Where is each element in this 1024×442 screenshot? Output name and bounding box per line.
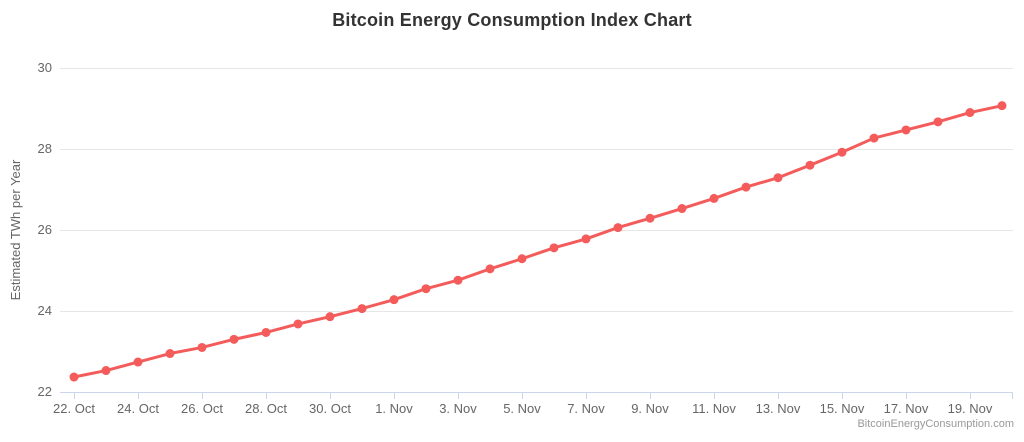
- data-point[interactable]: [453, 275, 463, 285]
- data-point[interactable]: [133, 357, 143, 367]
- data-point[interactable]: [197, 342, 207, 352]
- data-point[interactable]: [421, 284, 431, 294]
- chart-title: Bitcoin Energy Consumption Index Chart: [332, 10, 692, 30]
- x-axis-label: 15. Nov: [820, 401, 865, 416]
- x-axis-label: 11. Nov: [692, 401, 736, 416]
- data-point[interactable]: [549, 243, 559, 253]
- data-point[interactable]: [773, 173, 783, 183]
- data-point[interactable]: [965, 108, 975, 118]
- x-axis-label: 17. Nov: [884, 401, 929, 416]
- y-axis-title: Estimated TWh per Year: [8, 159, 23, 300]
- series-line: [72, 104, 1004, 379]
- x-axis-label: 5. Nov: [503, 401, 541, 416]
- data-point[interactable]: [261, 327, 271, 337]
- data-point[interactable]: [581, 234, 591, 244]
- data-point[interactable]: [517, 254, 527, 264]
- data-point[interactable]: [933, 117, 943, 127]
- data-point[interactable]: [741, 182, 751, 192]
- y-axis-label: 24: [38, 303, 52, 318]
- data-point[interactable]: [485, 264, 495, 274]
- data-point[interactable]: [997, 101, 1007, 111]
- y-axis-label: 28: [38, 141, 52, 156]
- data-point[interactable]: [837, 147, 847, 157]
- data-point[interactable]: [69, 372, 79, 382]
- y-axis-label: 22: [38, 384, 52, 399]
- data-point[interactable]: [293, 319, 303, 329]
- y-axis-label: 30: [38, 60, 52, 75]
- x-axis-label: 9. Nov: [631, 401, 669, 416]
- x-axis-label: 24. Oct: [117, 401, 159, 416]
- x-axis-label: 22. Oct: [53, 401, 95, 416]
- data-point[interactable]: [165, 349, 175, 359]
- x-axis-label: 28. Oct: [245, 401, 287, 416]
- y-axis-label: 26: [38, 222, 52, 237]
- x-axis-label: 19. Nov: [948, 401, 993, 416]
- data-point[interactable]: [229, 334, 239, 344]
- credits-link[interactable]: BitcoinEnergyConsumption.com: [857, 418, 1014, 430]
- data-point[interactable]: [645, 213, 655, 223]
- data-point[interactable]: [901, 125, 911, 135]
- data-point[interactable]: [325, 312, 335, 322]
- data-point[interactable]: [613, 223, 623, 233]
- data-point[interactable]: [101, 366, 111, 376]
- x-axis-label: 1. Nov: [375, 401, 413, 416]
- x-axis-label: 3. Nov: [439, 401, 477, 416]
- data-point[interactable]: [869, 133, 879, 143]
- x-axis-label: 13. Nov: [756, 401, 801, 416]
- data-point[interactable]: [677, 204, 687, 214]
- data-point[interactable]: [709, 193, 719, 203]
- data-point[interactable]: [389, 295, 399, 305]
- x-axis-label: 30. Oct: [309, 401, 351, 416]
- data-point[interactable]: [357, 304, 367, 314]
- x-axis-label: 7. Nov: [567, 401, 605, 416]
- data-point[interactable]: [805, 160, 815, 170]
- x-axis-label: 26. Oct: [181, 401, 223, 416]
